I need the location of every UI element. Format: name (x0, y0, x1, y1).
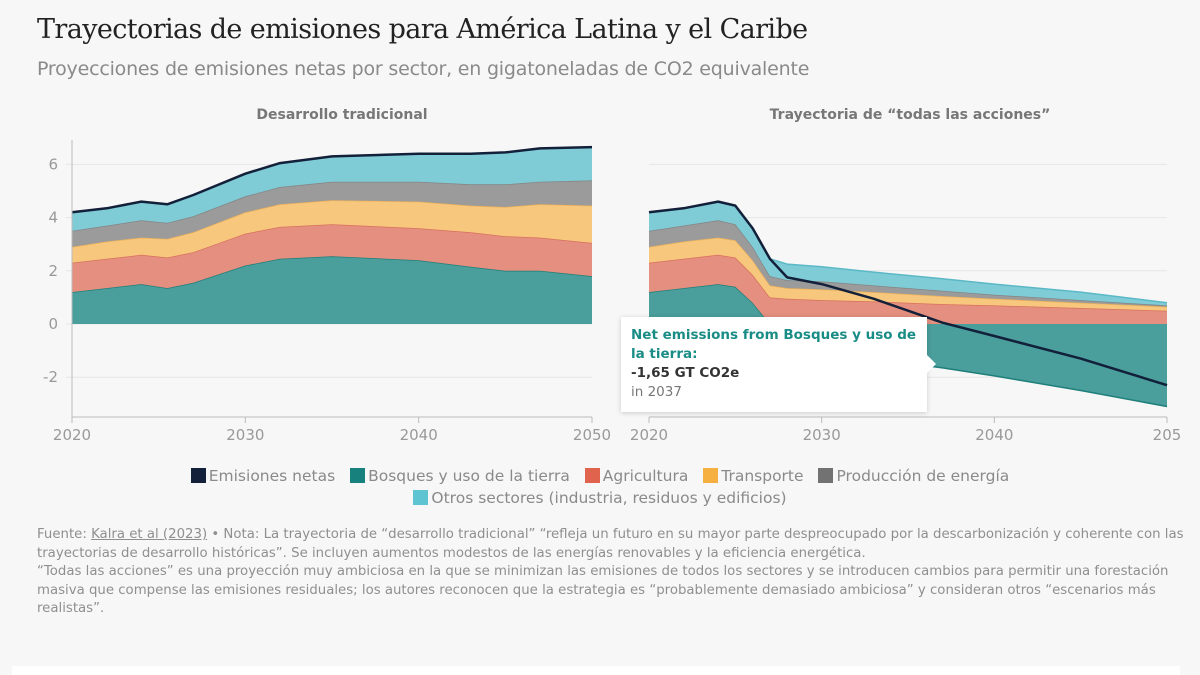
y-tick-label: 0 (48, 315, 58, 333)
note-text-1: • Nota: La trayectoria de “desarrollo tr… (37, 527, 1184, 561)
source-note: Fuente: Kalra et al (2023) • Nota: La tr… (37, 526, 1187, 619)
x-tick-label: 2020 (53, 426, 91, 444)
legend-swatch (584, 468, 600, 483)
y-tick-label: 6 (48, 155, 58, 173)
legend-item-transport[interactable]: Transporte (703, 465, 804, 487)
legend-swatch (190, 468, 206, 483)
note-text-2: “Todas las acciones” es una proyección m… (37, 564, 1169, 616)
y-tick-label: 4 (48, 209, 58, 227)
legend: Emisiones netas Bosques y uso de la tier… (0, 465, 1200, 509)
x-tick-label: 2030 (803, 426, 841, 444)
legend-label: Emisiones netas (208, 467, 336, 485)
area-transporte[interactable] (649, 237, 1167, 311)
bottom-divider (12, 666, 1180, 675)
tooltip-title: Net emissions from Bosques y uso de la t… (631, 327, 917, 362)
legend-swatch (350, 468, 366, 483)
chart-subtitle: Proyecciones de emisiones netas por sect… (37, 58, 810, 80)
x-tick-label: 2050 (573, 426, 611, 444)
legend-swatch (818, 468, 834, 483)
emissions-charts: 6 4 2 0 -2 2020 2030 2040 2050 2020 2030 2040 205 (43, 140, 1182, 444)
x-tick-label: 2040 (400, 426, 438, 444)
legend-label: Transporte (721, 467, 804, 485)
panel-traditional: 6 4 2 0 -2 2020 2030 2040 2050 (43, 140, 611, 444)
tooltip-value: -1,65 GT CO2e (631, 365, 740, 381)
area-otros[interactable] (72, 147, 592, 231)
legend-label: Agricultura (602, 467, 689, 485)
y-tick-label: -2 (43, 368, 58, 386)
legend-item-forest[interactable]: Bosques y uso de la tierra (350, 465, 570, 487)
legend-item-energy[interactable]: Producción de energía (818, 465, 1009, 487)
legend-label: Bosques y uso de la tierra (368, 467, 570, 485)
chart-title: Trayectorias de emisiones para América L… (37, 14, 808, 45)
area-otros[interactable] (649, 201, 1167, 306)
x-tick-label: 2020 (630, 426, 668, 444)
panel-title-traditional: Desarrollo tradicional (256, 107, 428, 123)
tooltip: Net emissions from Bosques y uso de la t… (621, 317, 936, 412)
legend-item-net[interactable]: Emisiones netas (190, 465, 336, 487)
area-producción[interactable] (649, 220, 1167, 307)
legend-swatch (413, 490, 429, 505)
x-tick-label: 205 (1153, 426, 1182, 444)
legend-item-agriculture[interactable]: Agricultura (584, 465, 689, 487)
source-link[interactable]: Kalra et al (2023) (91, 527, 208, 542)
legend-label: Otros sectores (industria, residuos y ed… (431, 489, 787, 507)
area-bosques[interactable] (72, 256, 592, 324)
area-producción[interactable] (72, 180, 592, 247)
x-tick-label: 2040 (975, 426, 1013, 444)
legend-item-other[interactable]: Otros sectores (industria, residuos y ed… (413, 487, 787, 509)
legend-swatch (703, 468, 719, 483)
x-tick-label: 2030 (226, 426, 264, 444)
y-tick-label: 2 (48, 262, 58, 280)
area-transporte[interactable] (72, 200, 592, 263)
net-emissions-line[interactable] (648, 200, 1168, 387)
legend-label: Producción de energía (836, 467, 1010, 485)
source-prefix: Fuente: (37, 527, 92, 542)
area-agricultura[interactable] (72, 224, 592, 293)
net-emissions-line[interactable] (71, 145, 593, 214)
tooltip-year: in 2037 (631, 384, 682, 400)
panel-title-all-actions: Trayectoria de “todas las acciones” (769, 107, 1051, 123)
